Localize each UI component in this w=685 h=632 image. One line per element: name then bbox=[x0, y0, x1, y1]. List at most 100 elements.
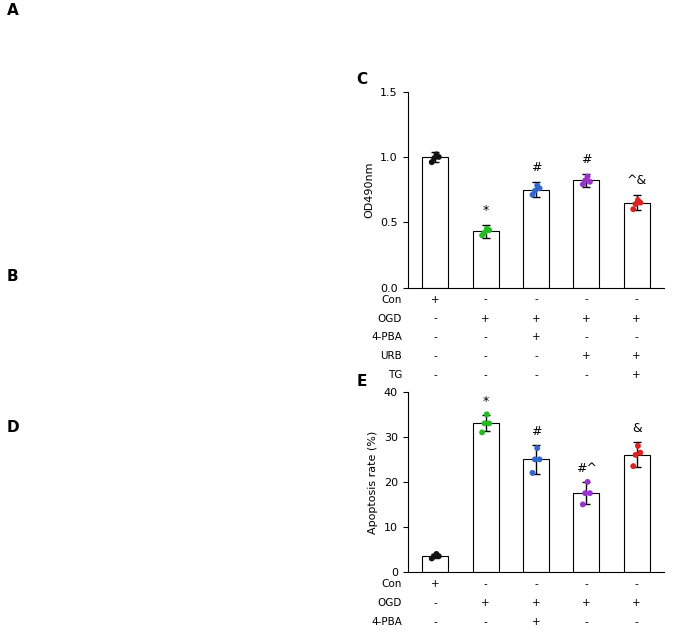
Text: Con: Con bbox=[382, 579, 402, 589]
Text: -: - bbox=[434, 351, 437, 362]
Point bbox=[434, 551, 445, 561]
Point bbox=[530, 186, 540, 196]
Text: OGD: OGD bbox=[377, 598, 402, 608]
Text: +: + bbox=[532, 313, 540, 324]
Point bbox=[577, 179, 588, 190]
Text: -: - bbox=[584, 295, 588, 305]
Point bbox=[534, 454, 545, 465]
Text: -: - bbox=[484, 579, 488, 589]
Bar bbox=[473, 423, 499, 572]
Text: B: B bbox=[7, 269, 18, 284]
Text: ^&: ^& bbox=[627, 174, 647, 187]
Text: Con: Con bbox=[382, 295, 402, 305]
Text: -: - bbox=[434, 598, 437, 608]
Text: -: - bbox=[434, 617, 437, 627]
Text: 4-PBA: 4-PBA bbox=[371, 617, 402, 627]
Point bbox=[627, 204, 638, 214]
Text: +: + bbox=[532, 617, 540, 627]
Point bbox=[627, 461, 638, 471]
Text: D: D bbox=[7, 420, 19, 435]
Point bbox=[584, 488, 595, 498]
Point bbox=[477, 230, 488, 240]
Bar bbox=[523, 190, 549, 288]
Point bbox=[429, 551, 440, 561]
Point bbox=[479, 418, 490, 428]
Y-axis label: Apoptosis rate (%): Apoptosis rate (%) bbox=[368, 430, 378, 533]
Text: +: + bbox=[532, 332, 540, 343]
Bar bbox=[573, 181, 599, 288]
Point bbox=[577, 499, 588, 509]
Text: +: + bbox=[431, 295, 440, 305]
Point bbox=[482, 410, 493, 420]
Text: -: - bbox=[434, 332, 437, 343]
Point bbox=[429, 153, 440, 163]
Text: -: - bbox=[534, 370, 538, 380]
Text: *: * bbox=[482, 395, 489, 408]
Point bbox=[479, 228, 490, 238]
Text: -: - bbox=[534, 295, 538, 305]
Point bbox=[532, 181, 543, 191]
Text: #: # bbox=[531, 425, 541, 438]
Point bbox=[426, 554, 437, 564]
Text: -: - bbox=[434, 313, 437, 324]
Text: #: # bbox=[581, 153, 592, 166]
Text: +: + bbox=[632, 313, 641, 324]
Text: -: - bbox=[434, 370, 437, 380]
Point bbox=[527, 468, 538, 478]
Bar bbox=[473, 231, 499, 288]
Text: -: - bbox=[584, 332, 588, 343]
Text: *: * bbox=[482, 204, 489, 217]
Text: -: - bbox=[584, 579, 588, 589]
Point bbox=[484, 225, 495, 235]
Text: -: - bbox=[635, 617, 638, 627]
Text: -: - bbox=[635, 295, 638, 305]
Y-axis label: OD490nm: OD490nm bbox=[364, 161, 375, 218]
Bar bbox=[422, 556, 449, 572]
Point bbox=[482, 224, 493, 234]
Text: +: + bbox=[582, 351, 590, 362]
Bar bbox=[623, 455, 650, 572]
Text: C: C bbox=[356, 72, 367, 87]
Text: +: + bbox=[632, 370, 641, 380]
Point bbox=[580, 176, 590, 186]
Text: OGD: OGD bbox=[377, 313, 402, 324]
Point bbox=[632, 441, 643, 451]
Point bbox=[582, 477, 593, 487]
Text: -: - bbox=[635, 332, 638, 343]
Text: +: + bbox=[632, 351, 641, 362]
Text: +: + bbox=[582, 598, 590, 608]
Point bbox=[584, 177, 595, 187]
Point bbox=[426, 157, 437, 167]
Point bbox=[434, 152, 445, 162]
Point bbox=[431, 149, 442, 159]
Bar bbox=[573, 493, 599, 572]
Text: -: - bbox=[534, 579, 538, 589]
Text: -: - bbox=[484, 295, 488, 305]
Point bbox=[527, 190, 538, 200]
Point bbox=[431, 549, 442, 559]
Text: +: + bbox=[582, 313, 590, 324]
Point bbox=[484, 418, 495, 428]
Text: #^: #^ bbox=[576, 462, 597, 475]
Point bbox=[477, 427, 488, 437]
Text: +: + bbox=[632, 598, 641, 608]
Bar bbox=[623, 203, 650, 288]
Text: 4-PBA: 4-PBA bbox=[371, 332, 402, 343]
Text: -: - bbox=[584, 370, 588, 380]
Text: -: - bbox=[484, 370, 488, 380]
Text: URB: URB bbox=[380, 351, 402, 362]
Point bbox=[580, 488, 590, 498]
Point bbox=[635, 198, 646, 208]
Text: -: - bbox=[484, 617, 488, 627]
Text: +: + bbox=[482, 313, 490, 324]
Point bbox=[530, 454, 540, 465]
Text: +: + bbox=[482, 598, 490, 608]
Text: +: + bbox=[532, 598, 540, 608]
Point bbox=[630, 450, 641, 460]
Point bbox=[582, 171, 593, 181]
Text: -: - bbox=[534, 351, 538, 362]
Text: A: A bbox=[7, 3, 18, 18]
Point bbox=[630, 199, 641, 209]
Text: -: - bbox=[584, 617, 588, 627]
Text: TG: TG bbox=[388, 370, 402, 380]
